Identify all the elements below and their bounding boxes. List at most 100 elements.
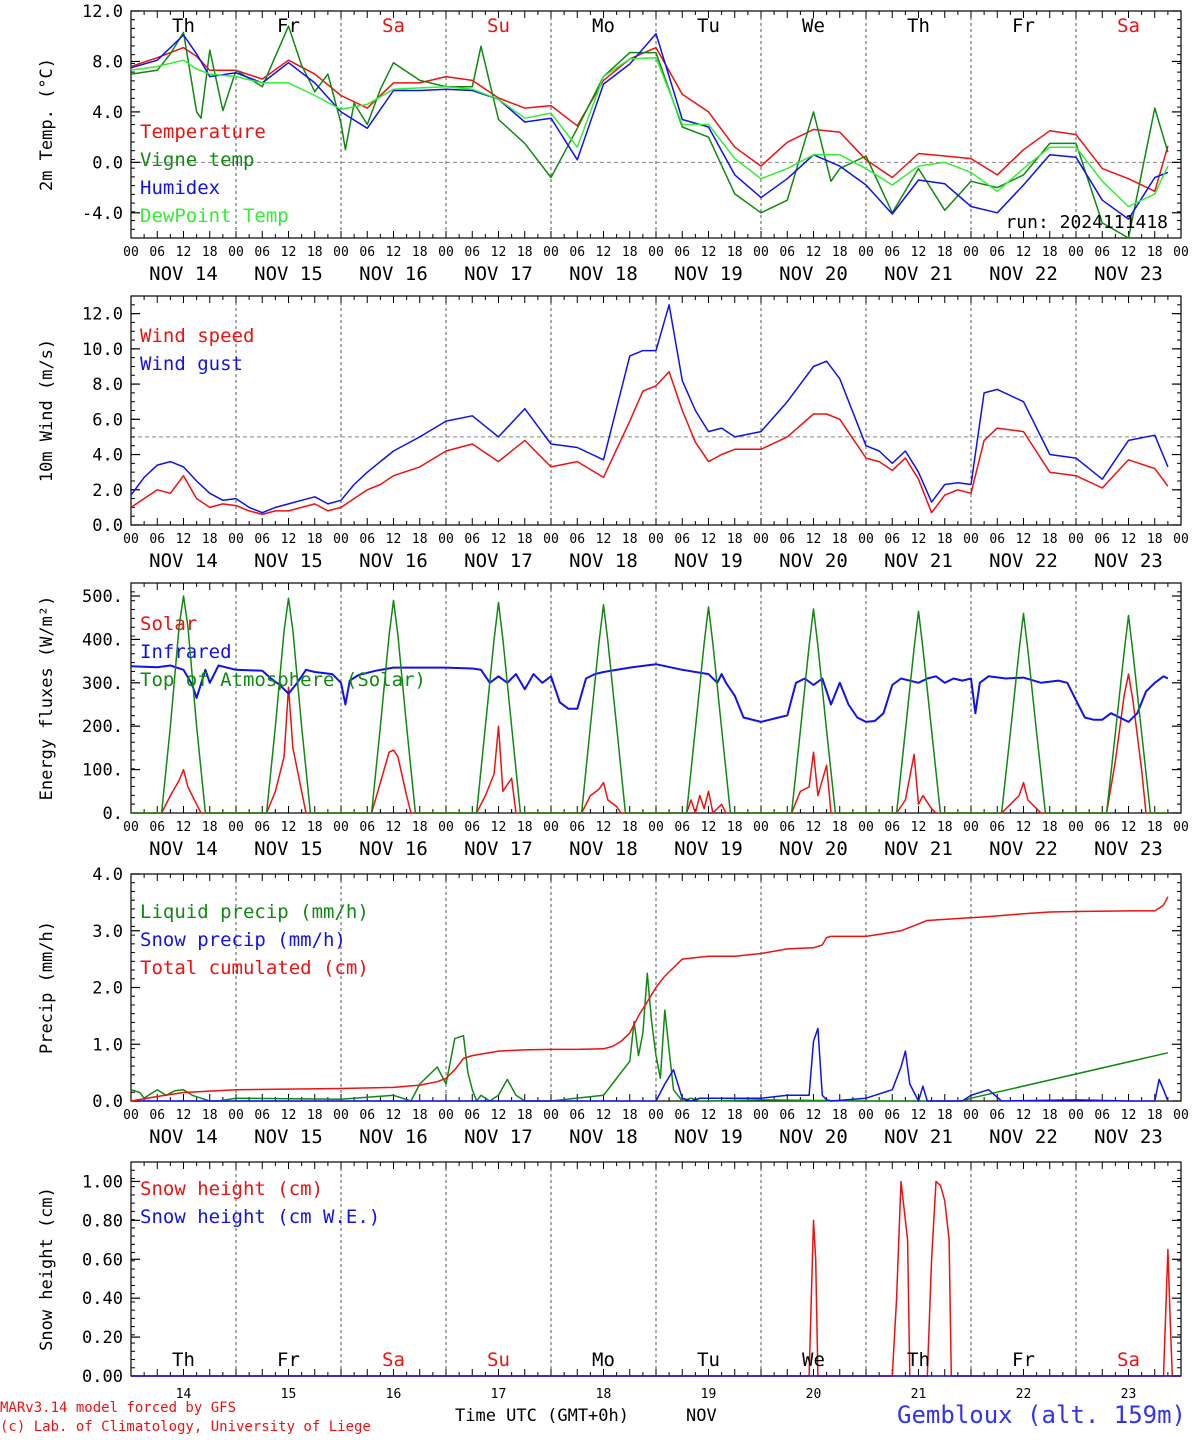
hour-tick-label: 18 xyxy=(1147,532,1163,547)
hour-tick-label: 06 xyxy=(464,245,480,260)
hour-tick-label: 00 xyxy=(858,532,874,547)
y-tick-label: 0.80 xyxy=(82,1211,123,1231)
hour-tick-label: 18 xyxy=(1042,532,1058,547)
panel-2: 12.0 10.0 8.0 6.0 4.0 2.0 0.0 10m Wind (m/s) Win… xyxy=(37,295,1189,572)
panel-1: 12.0 8.0 4.0 0.0 -4.0 2m Temp. (°C) Temperatur… xyxy=(37,2,1189,285)
hour-tick-label: 18 xyxy=(832,245,848,260)
date-label: NOV 18 xyxy=(569,1126,638,1148)
hour-tick-label: 18 xyxy=(517,820,533,835)
series-line xyxy=(130,896,1169,1102)
hour-tick-label: 12 xyxy=(176,245,192,260)
hour-tick-label: 12 xyxy=(911,532,927,547)
hour-tick-label: 06 xyxy=(254,245,270,260)
hour-tick-label: 00 xyxy=(543,820,559,835)
hour-tick-label: 18 xyxy=(937,245,953,260)
date-label: NOV 19 xyxy=(674,838,743,860)
hour-tick-label: 12 xyxy=(596,245,612,260)
hour-tick-label: 18 xyxy=(937,820,953,835)
y-tick-label: 0.0 xyxy=(92,153,123,173)
hour-tick-label: 00 xyxy=(228,245,244,260)
hour-tick-label: 00 xyxy=(963,245,979,260)
hour-tick-label: 06 xyxy=(1094,532,1110,547)
hour-tick-label: 06 xyxy=(779,1108,795,1123)
hour-tick-label: 18 xyxy=(622,820,638,835)
hour-tick-label: 18 xyxy=(1042,1108,1058,1123)
hour-tick-label: 00 xyxy=(333,820,349,835)
date-label: NOV 21 xyxy=(884,838,953,860)
date-label: NOV 18 xyxy=(569,263,638,285)
date-label: NOV 18 xyxy=(569,550,638,572)
hour-tick-label: 12 xyxy=(911,245,927,260)
weekday-label: Su xyxy=(487,15,510,37)
hour-tick-label: 00 xyxy=(963,820,979,835)
hour-tick-label: 00 xyxy=(228,820,244,835)
hour-tick-label: 18 xyxy=(832,532,848,547)
hour-tick-label: 18 xyxy=(1147,820,1163,835)
hour-tick-label: 12 xyxy=(386,820,402,835)
weekday-label: Fr xyxy=(1012,1349,1035,1371)
hour-tick-label: 06 xyxy=(779,532,795,547)
y-tick-label: 6.0 xyxy=(92,410,123,430)
hour-tick-label: 12 xyxy=(701,532,717,547)
hour-tick-label: 18 xyxy=(832,1108,848,1123)
hour-tick-label: 12 xyxy=(281,820,297,835)
hour-tick-label: 00 xyxy=(333,245,349,260)
legend-entry: Snow precip (mm/h) xyxy=(140,929,346,951)
hour-tick-label: 12 xyxy=(491,1108,507,1123)
series-line xyxy=(130,972,1169,1102)
legend-entry: Temperature xyxy=(140,121,266,143)
hour-tick-label: 18 xyxy=(517,532,533,547)
hour-tick-label: 12 xyxy=(1121,820,1137,835)
day-number-label: 15 xyxy=(281,1387,297,1402)
run-annotation: run: 2024111418 xyxy=(1005,212,1168,233)
legend-entry: Humidex xyxy=(140,177,220,199)
hour-tick-label: 12 xyxy=(1121,245,1137,260)
legend-entry: Vigne temp xyxy=(140,149,254,171)
hour-tick-label: 12 xyxy=(1016,532,1032,547)
hour-tick-label: 18 xyxy=(412,245,428,260)
day-number-label: 19 xyxy=(701,1387,717,1402)
hour-tick-label: 06 xyxy=(149,245,165,260)
hour-tick-label: 12 xyxy=(386,1108,402,1123)
hour-tick-label: 18 xyxy=(727,532,743,547)
y-tick-label: 8.0 xyxy=(92,375,123,395)
weekday-label: Sa xyxy=(1117,1349,1140,1371)
x-axis-label: Time UTC (GMT+0h) xyxy=(455,1406,629,1426)
hour-tick-label: 06 xyxy=(359,245,375,260)
hour-tick-label: 06 xyxy=(254,1108,270,1123)
hour-tick-label: 12 xyxy=(596,532,612,547)
hour-tick-label: 12 xyxy=(386,245,402,260)
hour-tick-label: 18 xyxy=(202,1108,218,1123)
hour-tick-label: 06 xyxy=(989,532,1005,547)
hour-tick-label: 06 xyxy=(884,532,900,547)
y-tick-label: 10.0 xyxy=(82,340,123,360)
y-tick-label: 1.0 xyxy=(92,1035,123,1055)
hour-tick-label: 12 xyxy=(1016,820,1032,835)
hour-tick-label: 00 xyxy=(438,245,454,260)
date-label: NOV 19 xyxy=(674,263,743,285)
station-name: Gembloux (alt. 159m) xyxy=(897,1401,1186,1429)
series-line xyxy=(131,673,1168,814)
hour-tick-label: 06 xyxy=(254,820,270,835)
y-tick-label: 500. xyxy=(82,587,123,607)
day-number-label: 17 xyxy=(491,1387,507,1402)
legend-entry: Infrared xyxy=(140,641,232,663)
y-tick-label: 3.0 xyxy=(92,922,123,942)
date-label: NOV 19 xyxy=(674,1126,743,1148)
y-tick-label: 1.00 xyxy=(82,1172,123,1192)
y-tick-label: 400. xyxy=(82,630,123,650)
hour-tick-label: 12 xyxy=(701,820,717,835)
weekday-label: Fr xyxy=(277,1349,300,1371)
hour-tick-label: 12 xyxy=(386,532,402,547)
hour-tick-label: 00 xyxy=(123,245,139,260)
hour-tick-label: 06 xyxy=(884,1108,900,1123)
weekday-label: We xyxy=(802,15,825,37)
hour-tick-label: 06 xyxy=(674,1108,690,1123)
hour-tick-label: 00 xyxy=(438,532,454,547)
hour-tick-label: 06 xyxy=(989,1108,1005,1123)
hour-tick-label: 00 xyxy=(438,820,454,835)
hour-tick-label: 00 xyxy=(228,1108,244,1123)
hour-tick-label: 12 xyxy=(1121,532,1137,547)
hour-tick-label: 00 xyxy=(858,1108,874,1123)
